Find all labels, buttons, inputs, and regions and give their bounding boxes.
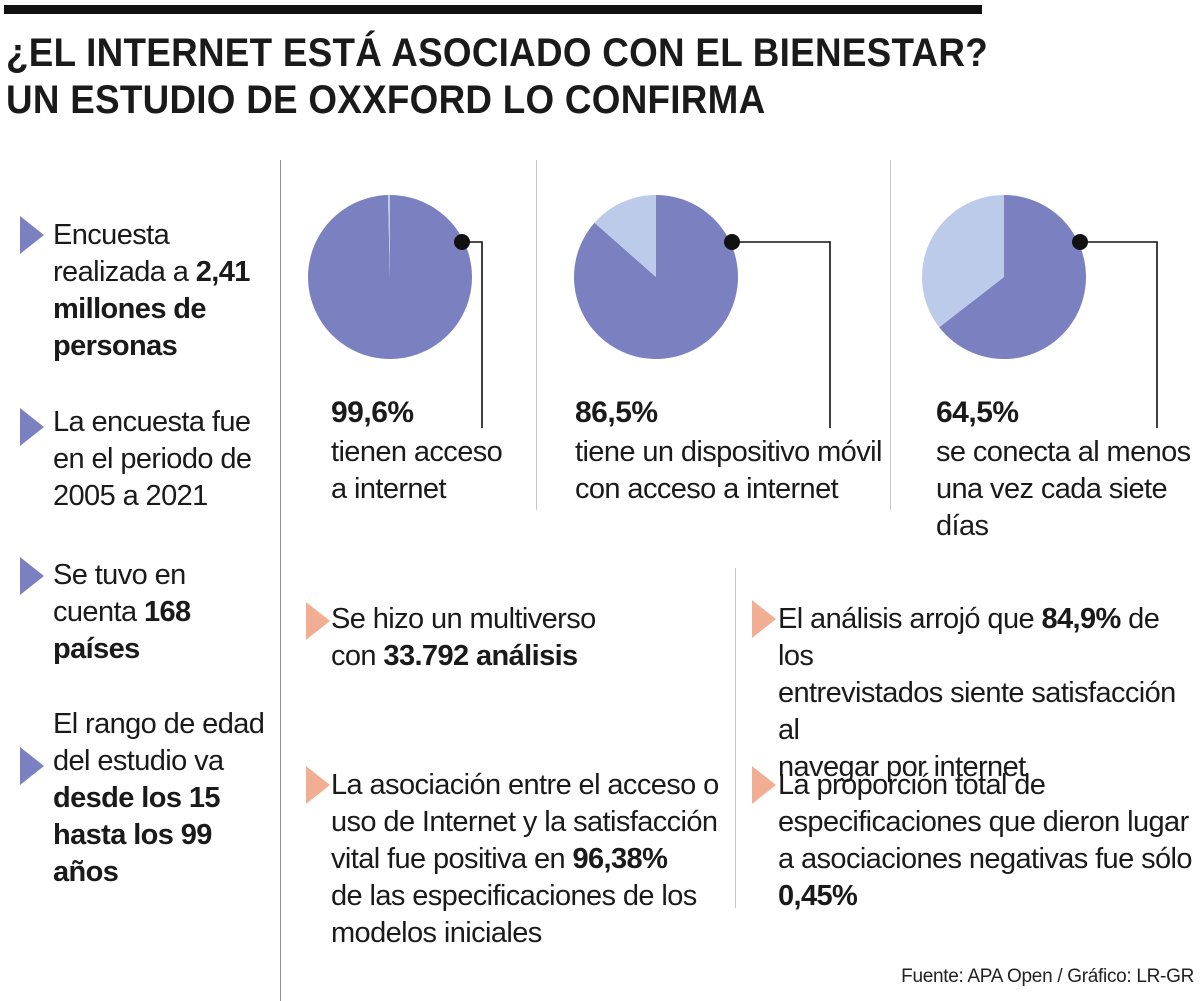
pie-slice-main: [939, 195, 1086, 359]
fact-line: a asociaciones negativas fue sólo: [778, 843, 1192, 875]
fact-line: modelos iniciales: [331, 917, 542, 949]
pie-caption-line: una vez cada siete días: [936, 473, 1168, 542]
fact-highlight: 2,41: [195, 256, 251, 288]
pie-slice-rest: [387, 195, 390, 277]
fact-line: Se tuvo en: [53, 559, 186, 591]
fact-line: El rango de edad: [53, 708, 265, 740]
fact-highlight: millones de: [53, 293, 207, 325]
bullet-triangle: [752, 766, 776, 804]
pie-value-label: 86,5%: [575, 396, 658, 429]
pie-caption-line: tiene un dispositivo móvil: [575, 436, 882, 468]
leader-dot: [454, 234, 470, 250]
leader-line: [732, 241, 831, 428]
bullet-triangle: [20, 747, 44, 785]
fact-line: cuenta: [53, 596, 144, 628]
bullet-triangle: [752, 600, 776, 638]
bullet-triangle: [306, 766, 330, 804]
fact-highlight: 33.792 análisis: [383, 640, 578, 672]
pie-value-label: 99,6%: [331, 396, 414, 429]
fact-line: navegar por internet: [778, 751, 1026, 783]
fact-highlight: 96,38%: [572, 843, 668, 875]
fact-line: realizada a: [53, 256, 196, 288]
pie-caption-line: a internet: [331, 473, 447, 505]
bullet-triangle: [20, 408, 44, 446]
fact-line: Se hizo un multiverso: [331, 603, 596, 635]
fact-line: entrevistados siente satisfacción al: [778, 677, 1176, 746]
leader-dot: [1072, 234, 1088, 250]
leader-line: [1080, 241, 1158, 428]
bullet-triangle: [306, 602, 330, 640]
fact-line: La asociación entre el acceso o: [331, 769, 719, 801]
bullet-triangle: [20, 557, 44, 595]
fact-line: especificaciones que dieron lugar: [778, 806, 1189, 838]
bullet-triangle: [20, 216, 44, 254]
pie-caption-line: con acceso a internet: [575, 473, 839, 505]
bottom-divider: [735, 568, 736, 908]
fact-line: del estudio va: [53, 745, 224, 777]
fact-highlight: hasta los 99: [53, 819, 212, 851]
fact-highlight: 0,45%: [778, 880, 858, 912]
fact-line: con: [331, 640, 384, 672]
fact-line: La encuesta fue: [53, 406, 251, 438]
fact-highlight: países: [53, 633, 140, 665]
fact-line: de los: [778, 603, 1160, 672]
fact-line: en el periodo de: [53, 443, 252, 475]
fact-highlight: años: [53, 856, 119, 888]
top-rule: [4, 5, 982, 14]
fact-line: Encuesta: [53, 219, 170, 251]
source-credit: Fuente: APA Open / Gráfico: LR-GR: [901, 966, 1194, 987]
pie-divider-1: [536, 160, 537, 510]
pie-caption-line: tienen acceso: [331, 436, 503, 468]
fact-line: El análisis arrojó que: [778, 603, 1042, 635]
pie-slice-rest: [922, 195, 1004, 328]
pie-svg-movil: [574, 195, 831, 428]
title-line-1: ¿EL INTERNET ESTÁ ASOCIADO CON EL BIENES…: [6, 31, 988, 75]
fact-line: uso de Internet y la satisfacción: [331, 806, 718, 838]
left-divider: [280, 160, 281, 1001]
pie-divider-2: [890, 160, 891, 510]
leader-dot: [724, 234, 740, 250]
title-line-2: UN ESTUDIO DE OXXFORD LO CONFIRMA: [6, 78, 766, 122]
fact-highlight: personas: [53, 330, 178, 362]
pie-slice-rest: [594, 195, 656, 277]
fact-line: de las especificaciones de los: [331, 880, 697, 912]
pie-value-label: 64,5%: [936, 396, 1019, 429]
fact-highlight: 84,9%: [1041, 603, 1121, 635]
fact-line: La proporción total de: [778, 769, 1046, 801]
fact-line: vital fue positiva en: [331, 843, 573, 875]
pie-svg-acceso: [308, 195, 483, 428]
fact-line: 2005 a 2021: [53, 480, 208, 512]
fact-highlight: desde los 15: [53, 782, 220, 814]
pie-caption-line: se conecta al menos: [936, 436, 1191, 468]
fact-highlight: 168: [143, 596, 191, 628]
pie-svg-semanal: [922, 195, 1158, 428]
